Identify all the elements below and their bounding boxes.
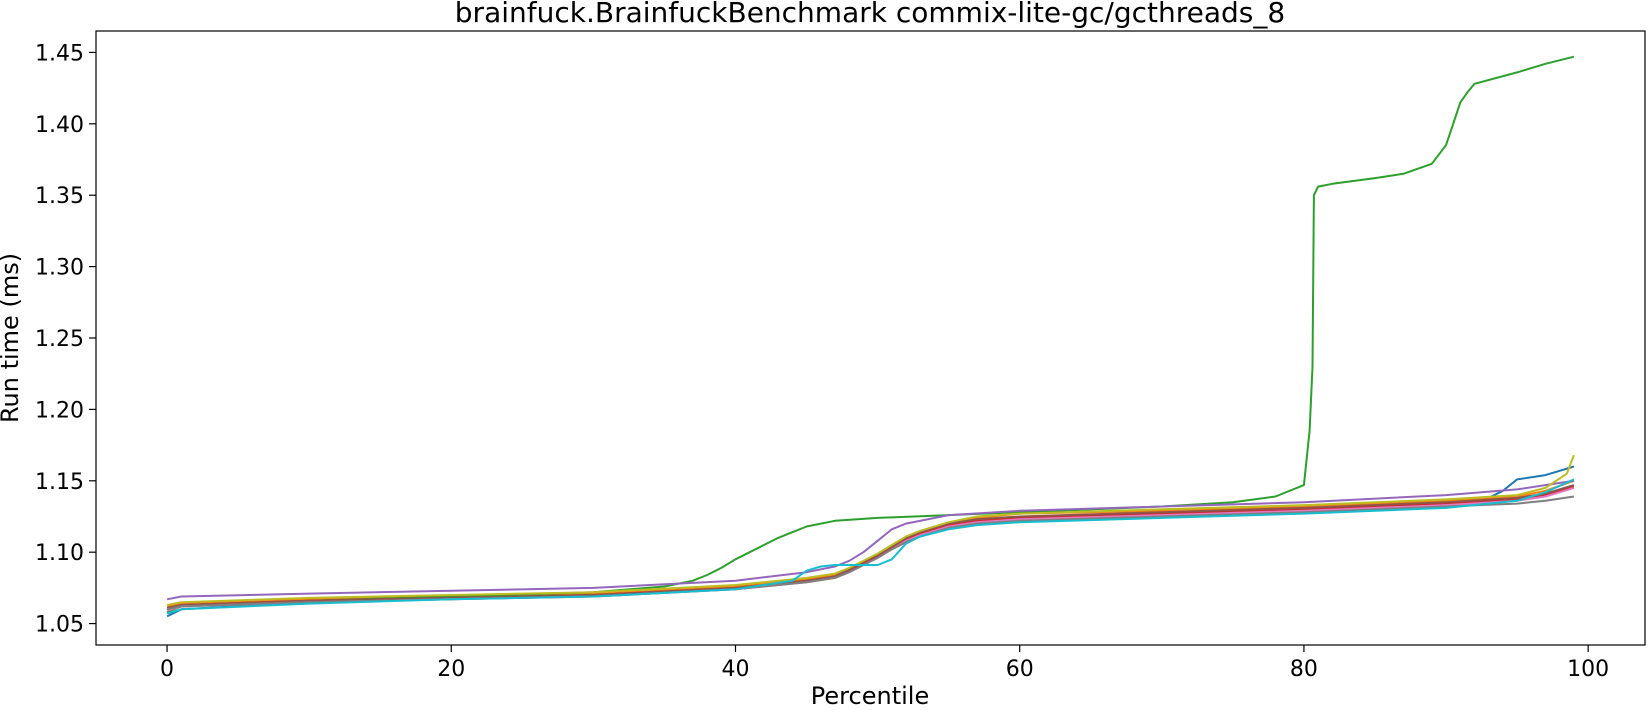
x-tick-label: 100 xyxy=(1567,657,1609,682)
y-axis: 1.05 1.10 1.15 1.20 1.25 1.30 1.35 1.40 1.45 xyxy=(35,41,96,638)
x-tick-label: 40 xyxy=(721,657,749,682)
y-tick-label: 1.40 xyxy=(35,113,84,138)
y-tick-label: 1.20 xyxy=(35,398,84,423)
series-line-4 xyxy=(166,479,1575,601)
plot-area-frame xyxy=(95,30,1646,646)
x-axis: 0 20 40 60 80 100 xyxy=(160,645,1609,682)
y-tick-label: 1.30 xyxy=(35,256,84,281)
series-line-9 xyxy=(166,478,1575,615)
x-tick-label: 20 xyxy=(437,657,465,682)
series-line-5 xyxy=(166,484,1575,609)
y-tick-label: 1.35 xyxy=(35,184,84,209)
y-axis-label: Run time (ms) xyxy=(0,253,24,423)
lines-layer xyxy=(166,55,1575,618)
y-tick-label: 1.05 xyxy=(35,613,84,638)
series-line-8 xyxy=(166,454,1575,606)
series-line-0 xyxy=(166,465,1575,618)
series-line-2 xyxy=(166,55,1575,614)
y-tick-label: 1.15 xyxy=(35,470,84,495)
x-tick-label: 80 xyxy=(1290,657,1318,682)
y-tick-label: 1.45 xyxy=(35,41,84,66)
y-tick-label: 1.25 xyxy=(35,327,84,352)
x-tick-label: 60 xyxy=(1006,657,1034,682)
x-tick-label: 0 xyxy=(160,657,174,682)
x-axis-label: Percentile xyxy=(811,682,929,710)
y-tick-label: 1.10 xyxy=(35,541,84,566)
chart-title: brainfuck.BrainfuckBenchmark commix-lite… xyxy=(455,0,1285,29)
